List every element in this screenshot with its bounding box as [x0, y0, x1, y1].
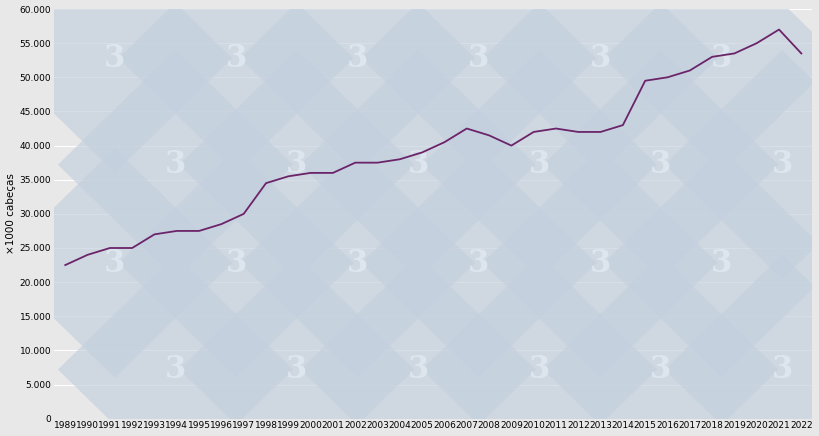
Polygon shape — [604, 148, 819, 378]
Text: 3: 3 — [468, 43, 489, 74]
Text: 3: 3 — [104, 43, 125, 74]
Text: 3: 3 — [468, 248, 489, 279]
Text: 3: 3 — [346, 248, 368, 279]
Text: 3: 3 — [225, 248, 247, 279]
Text: 3: 3 — [165, 354, 186, 385]
Text: 3: 3 — [649, 354, 671, 385]
Text: 3: 3 — [710, 248, 731, 279]
Polygon shape — [301, 255, 535, 436]
Text: 3: 3 — [104, 248, 125, 279]
Polygon shape — [604, 0, 819, 173]
Polygon shape — [0, 148, 232, 378]
Polygon shape — [482, 0, 717, 173]
Polygon shape — [422, 255, 656, 436]
Text: 3: 3 — [165, 149, 186, 180]
Text: 3: 3 — [286, 149, 307, 180]
Text: 3: 3 — [771, 149, 792, 180]
Polygon shape — [663, 50, 819, 279]
Polygon shape — [361, 0, 595, 173]
Polygon shape — [0, 0, 232, 173]
Polygon shape — [422, 50, 656, 279]
Polygon shape — [240, 148, 474, 378]
Text: 3: 3 — [710, 43, 731, 74]
Text: 3: 3 — [407, 149, 428, 180]
Text: 3: 3 — [407, 354, 428, 385]
Polygon shape — [482, 148, 717, 378]
Text: 3: 3 — [346, 43, 368, 74]
Polygon shape — [663, 255, 819, 436]
Polygon shape — [119, 0, 353, 173]
Polygon shape — [543, 50, 777, 279]
Polygon shape — [361, 148, 595, 378]
Polygon shape — [179, 50, 414, 279]
Polygon shape — [301, 50, 535, 279]
Polygon shape — [58, 50, 292, 279]
Text: 3: 3 — [589, 248, 610, 279]
Text: 3: 3 — [649, 149, 671, 180]
Text: 3: 3 — [528, 354, 550, 385]
Polygon shape — [543, 255, 777, 436]
Y-axis label: ×1000 cabeças: ×1000 cabeças — [6, 174, 16, 254]
Text: 3: 3 — [771, 354, 792, 385]
Polygon shape — [179, 255, 414, 436]
Text: 3: 3 — [589, 43, 610, 74]
Text: 3: 3 — [225, 43, 247, 74]
Text: 3: 3 — [528, 149, 550, 180]
Polygon shape — [58, 255, 292, 436]
Polygon shape — [240, 0, 474, 173]
Polygon shape — [119, 148, 353, 378]
Text: 3: 3 — [286, 354, 307, 385]
